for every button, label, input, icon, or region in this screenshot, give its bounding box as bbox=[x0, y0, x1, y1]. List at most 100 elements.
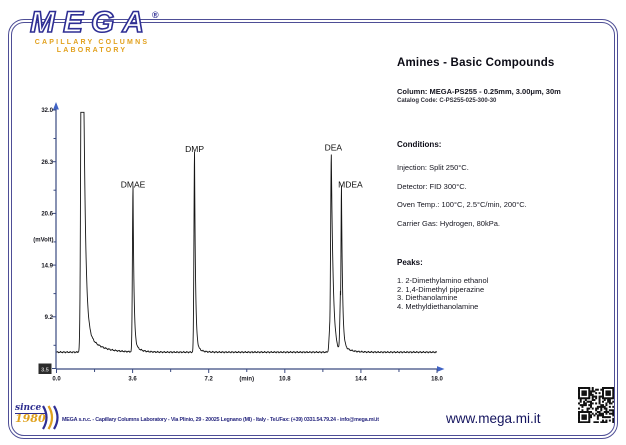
column-info: Column: MEGA-PS255 - 0.25mm, 3.00μm, 30m bbox=[397, 87, 561, 96]
since-label: since bbox=[15, 403, 46, 414]
y-tick-label: 26.3 bbox=[41, 160, 53, 166]
qr-module bbox=[578, 414, 580, 417]
qr-module bbox=[581, 421, 584, 423]
qr-module bbox=[588, 421, 591, 423]
qr-module bbox=[596, 417, 599, 420]
qr-module bbox=[588, 390, 591, 393]
qr-module bbox=[590, 400, 592, 403]
mega-logo: MEGA® CAPILLARY COLUMNS LABORATORY bbox=[29, 0, 158, 54]
conditions-heading: Conditions: bbox=[397, 140, 442, 149]
qr-module bbox=[602, 390, 604, 393]
qr-module bbox=[602, 388, 604, 391]
qr-module bbox=[578, 392, 580, 395]
qr-module bbox=[584, 393, 587, 396]
qr-module bbox=[584, 402, 587, 405]
qr-module bbox=[588, 416, 591, 419]
conditions-section: Conditions: Injection: Split 250°C. Detec… bbox=[397, 140, 607, 233]
qr-module bbox=[598, 400, 601, 403]
qr-module bbox=[578, 407, 580, 410]
qr-module bbox=[605, 412, 608, 415]
qr-code bbox=[578, 387, 614, 423]
qr-module bbox=[610, 409, 613, 412]
qr-module bbox=[583, 414, 586, 417]
qr-module bbox=[588, 397, 591, 400]
qr-module bbox=[590, 411, 592, 413]
qr-module bbox=[595, 397, 598, 400]
qr-module bbox=[608, 392, 611, 395]
qr-module bbox=[591, 390, 594, 393]
qr-module bbox=[608, 412, 611, 415]
qr-module bbox=[595, 388, 598, 391]
qr-module bbox=[588, 414, 591, 417]
qr-module bbox=[612, 419, 614, 422]
qr-module bbox=[612, 397, 614, 400]
qr-module bbox=[590, 393, 592, 396]
qr-module bbox=[600, 395, 603, 398]
website-link[interactable]: www.mega.mi.it bbox=[446, 411, 541, 426]
x-tick-label: 18.0 bbox=[431, 377, 443, 383]
qr-module bbox=[586, 421, 589, 423]
qr-module bbox=[590, 402, 592, 405]
qr-module bbox=[602, 419, 604, 422]
qr-module bbox=[584, 411, 587, 413]
qr-module bbox=[578, 416, 580, 419]
qr-module bbox=[612, 387, 614, 389]
qr-module bbox=[584, 390, 587, 393]
qr-module bbox=[605, 404, 608, 407]
qr-module bbox=[608, 393, 611, 396]
tagline-line2: LABORATORY bbox=[56, 46, 128, 54]
qr-module bbox=[578, 417, 580, 420]
qr-module bbox=[583, 400, 586, 403]
qr-module bbox=[612, 400, 614, 403]
qr-module bbox=[586, 411, 589, 413]
condition-line: Oven Temp.: 100°C, 2.5°C/min, 200°C. bbox=[397, 200, 527, 209]
qr-module bbox=[608, 387, 611, 389]
qr-module bbox=[581, 404, 584, 407]
qr-module bbox=[579, 400, 582, 403]
qr-module bbox=[588, 411, 591, 413]
qr-module bbox=[581, 390, 584, 393]
qr-module bbox=[578, 412, 580, 415]
qr-module bbox=[605, 419, 608, 422]
qr-module bbox=[583, 416, 586, 419]
qr-module bbox=[600, 407, 603, 410]
qr-module bbox=[605, 411, 608, 413]
condition-line: Carrier Gas: Hydrogen, 80kPa. bbox=[397, 218, 500, 228]
qr-module bbox=[579, 404, 582, 407]
qr-module bbox=[581, 405, 584, 408]
qr-module bbox=[578, 397, 580, 400]
qr-module bbox=[596, 411, 599, 413]
qr-module bbox=[584, 399, 587, 401]
qr-module bbox=[579, 397, 582, 400]
qr-module bbox=[610, 397, 613, 400]
qr-module bbox=[583, 390, 586, 393]
qr-module bbox=[588, 419, 591, 422]
y-tick-label: 32.0 bbox=[41, 108, 53, 114]
qr-module bbox=[584, 387, 587, 389]
qr-module bbox=[581, 409, 584, 412]
qr-module bbox=[578, 388, 580, 391]
qr-module bbox=[607, 392, 610, 395]
qr-module bbox=[578, 387, 580, 389]
qr-module bbox=[612, 412, 614, 415]
qr-module bbox=[602, 393, 604, 396]
qr-module bbox=[595, 407, 598, 410]
y-axis-unit-label: (mVolt) bbox=[33, 237, 53, 243]
qr-module bbox=[581, 397, 584, 400]
qr-module bbox=[584, 414, 587, 417]
qr-module bbox=[610, 402, 613, 405]
qr-module bbox=[605, 387, 608, 389]
qr-module bbox=[586, 397, 589, 400]
qr-module bbox=[588, 407, 591, 410]
qr-module bbox=[600, 412, 603, 415]
peak-label-DMAE: DMAE bbox=[121, 180, 146, 190]
qr-module bbox=[593, 395, 596, 398]
qr-module bbox=[590, 404, 592, 407]
qr-module bbox=[588, 393, 591, 396]
since-year: 1980 bbox=[15, 412, 46, 425]
qr-module bbox=[588, 395, 591, 398]
qr-module bbox=[588, 387, 591, 389]
qr-module bbox=[578, 395, 580, 398]
qr-module bbox=[603, 405, 606, 408]
